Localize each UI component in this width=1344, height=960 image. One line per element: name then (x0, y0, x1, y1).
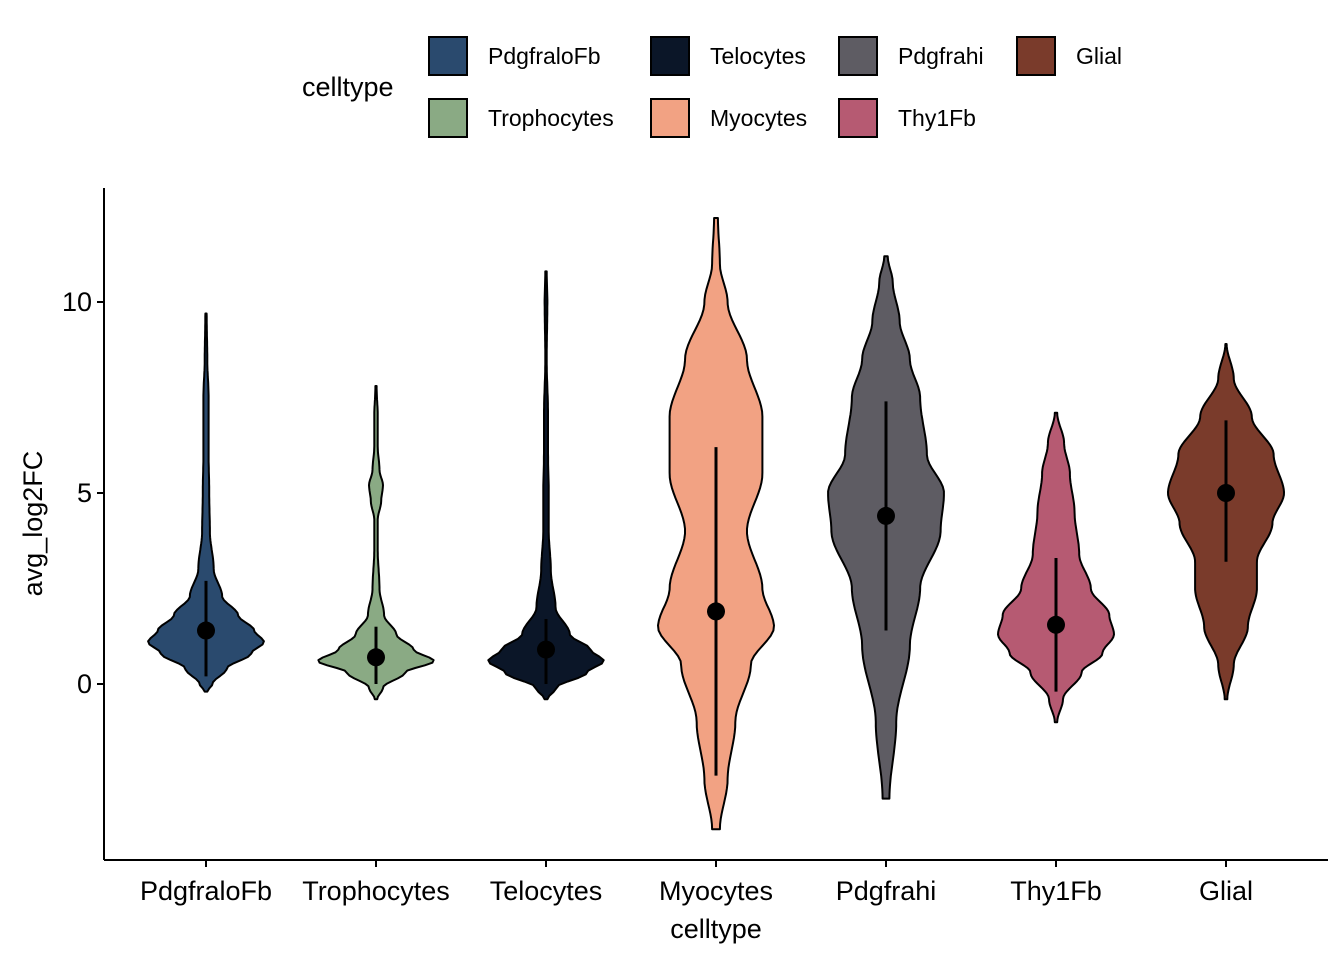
mean-point (197, 621, 215, 640)
y-tick-label: 10 (62, 287, 92, 317)
legend-swatch (838, 36, 878, 76)
legend-swatch (838, 98, 878, 138)
violin-trophocytes (317, 385, 435, 701)
mean-point (537, 640, 555, 659)
legend-label: Telocytes (710, 42, 806, 69)
legend-label: Myocytes (710, 104, 808, 131)
legend-label: Trophocytes (488, 104, 614, 131)
violins-layer (147, 217, 1285, 831)
violin-body (147, 312, 265, 693)
x-tick-label: PdgfraloFb (140, 876, 272, 906)
legend-label: Pdgfrahi (898, 42, 984, 69)
legend-swatch (1016, 36, 1056, 76)
legend-swatch (428, 36, 468, 76)
legend-item-myocytes: Myocytes (650, 96, 807, 140)
legend-label: Thy1Fb (898, 104, 976, 131)
legend-label: PdgfraloFb (488, 42, 601, 69)
y-axis-title: avg_log2FC (18, 451, 48, 597)
y-tick-label: 0 (77, 669, 92, 699)
x-axis-title: celltype (670, 914, 762, 944)
mean-point (1047, 615, 1065, 634)
violin-body (487, 270, 605, 701)
legend-title: celltype (302, 72, 394, 102)
legend-swatch (650, 36, 690, 76)
violin-thy1fb (997, 411, 1115, 724)
legend-item-pdgfralofb: PdgfraloFb (428, 34, 601, 78)
legend-item-pdgfrahi: Pdgfrahi (838, 34, 984, 78)
mean-point (367, 648, 385, 667)
legend-item-thy1fb: Thy1Fb (838, 96, 976, 140)
mean-point (877, 506, 895, 525)
violin-telocytes (487, 270, 605, 701)
x-tick-label: Myocytes (659, 876, 773, 906)
mean-point (707, 602, 725, 621)
violin-myocytes (657, 217, 775, 831)
y-tick-label: 5 (77, 478, 92, 508)
violin-body (317, 385, 435, 701)
legend-item-trophocytes: Trophocytes (428, 96, 614, 140)
violin-pdgfrahi (827, 255, 945, 800)
legend-item-glial: Glial (1016, 34, 1122, 78)
x-tick-label: Thy1Fb (1010, 876, 1102, 906)
x-tick-label: Pdgfrahi (836, 876, 937, 906)
legend-label: Glial (1076, 42, 1123, 69)
x-tick-label: Trophocytes (302, 876, 450, 906)
axes-layer: 0 5 10 PdgfraloFb Trophocytes Telocytes Myocyt… (18, 188, 1328, 944)
mean-point (1217, 484, 1235, 502)
legend-item-telocytes: Telocytes (650, 34, 806, 78)
x-tick-label: Telocytes (490, 876, 603, 906)
legend-swatch (428, 98, 468, 138)
violin-glial (1167, 343, 1285, 701)
legend-swatch (650, 98, 690, 138)
violin-pdgfralofb (147, 312, 265, 693)
x-tick-label: Glial (1199, 876, 1253, 906)
